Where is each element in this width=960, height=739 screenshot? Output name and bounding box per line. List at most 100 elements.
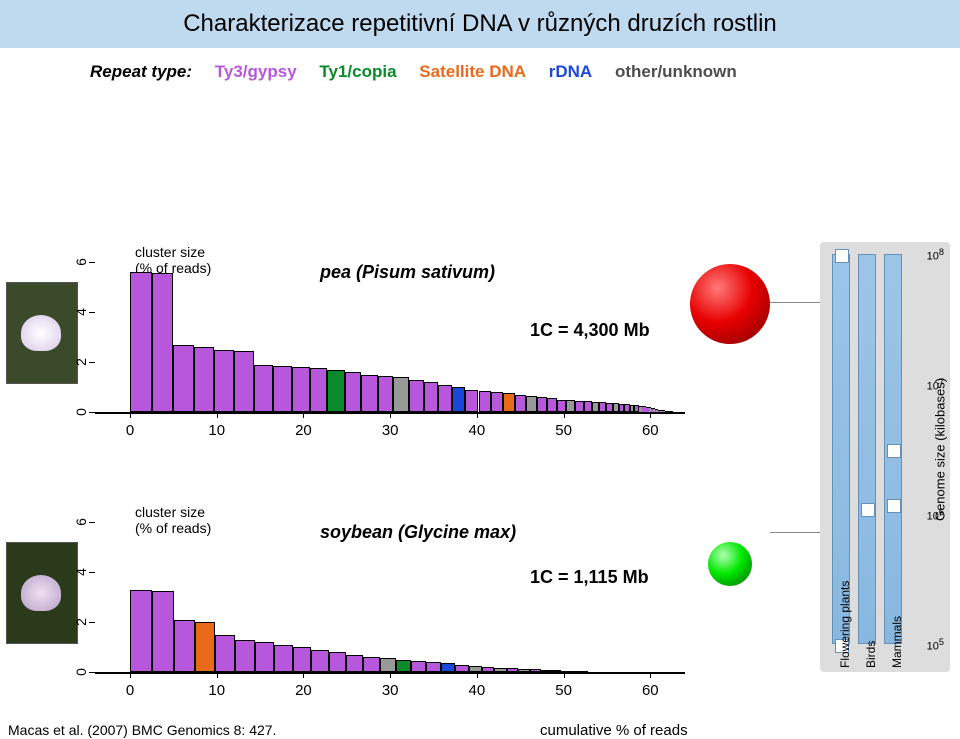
xtick-label: 50	[549, 422, 579, 439]
genome-size-label: 1C = 4,300 Mb	[530, 320, 650, 341]
bar	[541, 670, 551, 673]
ytick-label: 0	[73, 666, 89, 678]
bar	[452, 387, 466, 412]
bar	[215, 635, 235, 673]
bar	[599, 402, 606, 412]
citation: Macas et al. (2007) BMC Genomics 8: 427.	[8, 722, 276, 738]
yaxis-label: cluster size(% of reads)	[135, 504, 211, 536]
bar	[570, 671, 579, 673]
genome-size-label: 1C = 1,115 Mb	[530, 567, 649, 588]
bar	[561, 671, 570, 673]
bar	[361, 375, 377, 413]
xtick-label: 0	[115, 422, 145, 439]
bar	[411, 661, 426, 672]
ytick-label: 0	[73, 406, 89, 418]
bar	[491, 392, 503, 412]
bar	[592, 402, 600, 413]
bar	[273, 366, 292, 412]
ytick-label: 4	[73, 306, 89, 318]
panel-ytick: 105	[927, 637, 944, 653]
legend-prefix: Repeat type:	[90, 62, 192, 81]
bar	[584, 401, 592, 412]
bar	[363, 657, 379, 672]
bar	[465, 390, 478, 413]
bar	[329, 652, 346, 672]
bar	[507, 668, 519, 672]
bar	[537, 397, 547, 412]
bar	[174, 620, 195, 673]
bar	[424, 382, 438, 412]
genome-size-panel: Flowering plantsBirdsMammals105106107108…	[820, 242, 950, 672]
bar	[426, 662, 441, 672]
bar	[293, 647, 311, 672]
panel-column-label: Flowering plants	[838, 581, 844, 668]
bar	[396, 660, 411, 673]
bar	[152, 273, 173, 412]
bar	[235, 640, 255, 673]
bar	[518, 669, 529, 673]
xtick-label: 30	[375, 682, 405, 699]
bar	[194, 347, 214, 412]
bar	[547, 398, 557, 412]
xtick-label: 10	[202, 422, 232, 439]
ytick-label: 2	[73, 356, 89, 368]
legend-item-0: Ty3/gypsy	[215, 62, 297, 81]
bar	[310, 368, 328, 412]
bar	[672, 411, 674, 412]
xtick-label: 60	[635, 422, 665, 439]
bar	[482, 667, 495, 672]
bar	[254, 365, 273, 413]
ytick-label: 4	[73, 566, 89, 578]
ytick-label: 6	[73, 256, 89, 268]
bar	[566, 400, 575, 412]
bar	[438, 385, 452, 413]
bar	[214, 350, 234, 413]
bar	[311, 650, 329, 673]
bar	[195, 622, 216, 672]
bar	[380, 658, 396, 672]
cumulative-label: cumulative % of reads	[540, 722, 688, 739]
bar	[234, 351, 254, 412]
chart-title: soybean (Glycine max)	[320, 522, 516, 543]
bar	[255, 642, 274, 672]
bar	[557, 400, 566, 413]
bar	[606, 403, 613, 413]
xtick-label: 0	[115, 682, 145, 699]
bar	[526, 396, 537, 412]
genome-sphere	[708, 542, 752, 586]
xtick-label: 20	[288, 682, 318, 699]
panel-ytick: 106	[927, 507, 944, 523]
legend-item-2: Satellite DNA	[419, 62, 526, 81]
bar	[409, 380, 424, 413]
xtick-label: 10	[202, 682, 232, 699]
chart-title: pea (Pisum sativum)	[320, 262, 495, 283]
bar	[551, 670, 561, 672]
ytick-label: 2	[73, 616, 89, 628]
bar	[345, 372, 362, 412]
legend-item-3: rDNA	[549, 62, 592, 81]
xtick-label: 60	[635, 682, 665, 699]
bar	[393, 377, 408, 412]
xtick-label: 20	[288, 422, 318, 439]
bar	[292, 367, 310, 412]
bar	[469, 666, 482, 672]
thumbnail-pea	[6, 282, 78, 384]
connector-pea	[770, 302, 820, 303]
panel-axis-label: Genome size (kilobases)	[933, 370, 948, 530]
page-title: Charakterizace repetitivní DNA v různých…	[183, 10, 777, 38]
bar	[494, 668, 506, 673]
thumbnail-soybean	[6, 542, 78, 644]
legend-item-1: Ty1/copia	[319, 62, 396, 81]
title-bar: Charakterizace repetitivní DNA v různých…	[0, 0, 960, 48]
bar	[346, 655, 363, 673]
bar	[575, 401, 583, 413]
panel-column-label: Birds	[864, 641, 870, 668]
xtick-label: 40	[462, 422, 492, 439]
bar	[515, 395, 526, 413]
bar	[530, 669, 541, 672]
legend-item-4: other/unknown	[615, 62, 737, 81]
genome-sphere	[690, 264, 770, 344]
bar	[479, 391, 492, 412]
xtick-label: 40	[462, 682, 492, 699]
xtick-label: 50	[549, 682, 579, 699]
